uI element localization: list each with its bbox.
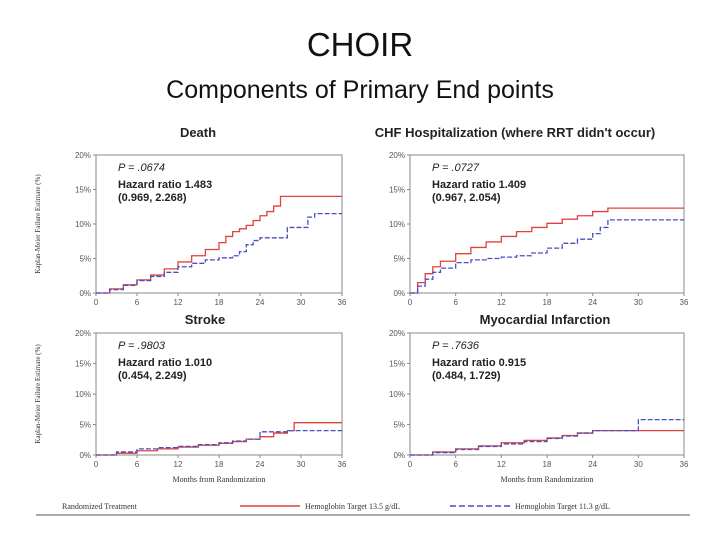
series-line-hb-13-5: [96, 195, 342, 294]
x-tick-label: 0: [408, 460, 413, 469]
y-tick-label: 5%: [79, 421, 91, 430]
x-tick-label: 6: [453, 460, 458, 469]
y-tick-label: 20%: [389, 151, 405, 160]
x-axis-label: Months from Randomization: [173, 475, 266, 484]
series-line-hb-11-3: [410, 219, 684, 294]
x-tick-label: 0: [408, 298, 413, 307]
panel-title: Myocardial Infarction: [480, 312, 611, 327]
x-tick-label: 36: [338, 298, 347, 307]
series-line-hb-11-3: [96, 213, 342, 294]
x-tick-label: 12: [174, 460, 183, 469]
hazard-ratio: Hazard ratio 0.915: [432, 357, 526, 369]
y-tick-label: 20%: [75, 151, 91, 160]
y-tick-label: 5%: [393, 421, 405, 430]
x-tick-label: 18: [543, 460, 552, 469]
x-tick-label: 6: [135, 298, 140, 307]
p-value: P = .0674: [118, 162, 165, 174]
confidence-interval: (0.484, 1.729): [432, 370, 501, 382]
y-tick-label: 10%: [75, 220, 91, 229]
x-tick-label: 30: [634, 298, 643, 307]
p-value: P = .9803: [118, 340, 166, 352]
y-tick-label: 15%: [75, 360, 91, 369]
x-tick-label: 30: [297, 460, 306, 469]
y-tick-label: 5%: [393, 255, 405, 264]
chart-panel-1: CHF Hospitalization (where RRT didn't oc…: [375, 125, 689, 307]
series-line-hb-13-5: [96, 422, 342, 456]
y-tick-label: 0%: [79, 289, 91, 298]
x-tick-label: 36: [680, 460, 689, 469]
y-tick-label: 0%: [79, 451, 91, 460]
slide-title: CHOIR: [306, 26, 414, 63]
p-value: P = .0727: [432, 162, 480, 174]
legend-label-13-5: Hemoglobin Target 13.5 g/dL: [305, 502, 400, 511]
x-tick-label: 30: [634, 460, 643, 469]
series-line-hb-13-5: [410, 207, 684, 294]
confidence-interval: (0.454, 2.249): [118, 370, 187, 382]
y-tick-label: 10%: [389, 390, 405, 399]
x-tick-label: 12: [174, 298, 183, 307]
y-tick-label: 10%: [389, 220, 405, 229]
x-tick-label: 12: [497, 460, 506, 469]
x-tick-label: 18: [215, 460, 224, 469]
x-tick-label: 36: [338, 460, 347, 469]
x-tick-label: 6: [135, 460, 140, 469]
y-tick-label: 15%: [75, 186, 91, 195]
y-tick-label: 15%: [389, 360, 405, 369]
confidence-interval: (0.969, 2.268): [118, 192, 187, 204]
series-line-hb-13-5: [410, 429, 684, 456]
confidence-interval: (0.967, 2.054): [432, 192, 501, 204]
x-tick-label: 24: [588, 298, 597, 307]
hazard-ratio: Hazard ratio 1.010: [118, 357, 212, 369]
y-tick-label: 20%: [75, 329, 91, 338]
legend-label-11-3: Hemoglobin Target 11.3 g/dL: [515, 502, 610, 511]
x-tick-label: 12: [497, 298, 506, 307]
y-tick-label: 20%: [389, 329, 405, 338]
y-tick-label: 15%: [389, 186, 405, 195]
x-axis-label: Months from Randomization: [501, 475, 594, 484]
y-tick-label: 0%: [393, 451, 405, 460]
hazard-ratio: Hazard ratio 1.483: [118, 179, 212, 191]
y-tick-label: 10%: [75, 390, 91, 399]
x-tick-label: 0: [94, 460, 99, 469]
x-tick-label: 18: [215, 298, 224, 307]
y-tick-label: 0%: [393, 289, 405, 298]
series-line-hb-11-3: [96, 429, 342, 456]
x-tick-label: 24: [256, 298, 265, 307]
legend-heading: Randomized Treatment: [62, 502, 138, 511]
y-axis-label: Kaplan-Meier Failure Estimate (%): [34, 344, 42, 444]
x-tick-label: 30: [297, 298, 306, 307]
legend: Randomized Treatment Hemoglobin Target 1…: [62, 502, 610, 511]
p-value: P = .7636: [432, 340, 480, 352]
x-tick-label: 24: [256, 460, 265, 469]
y-axis-label: Kaplan-Meier Failure Estimate (%): [34, 174, 42, 274]
panel-title: Stroke: [185, 312, 225, 327]
chart-panel-2: Stroke 0% 5% 10% 15% 20% 0 6 12 18 24 30 36 Kaplan-Me…: [34, 312, 347, 484]
x-tick-label: 0: [94, 298, 99, 307]
panel-title: Death: [180, 125, 216, 140]
x-tick-label: 18: [543, 298, 552, 307]
series-line-hb-11-3: [410, 418, 684, 456]
panel-title: CHF Hospitalization (where RRT didn't oc…: [375, 125, 655, 140]
slide-subtitle: Components of Primary End points: [166, 76, 554, 104]
x-tick-label: 6: [453, 298, 458, 307]
y-tick-label: 5%: [79, 255, 91, 264]
chart-panel-0: Death 0% 5% 10% 15% 20% 0 6 12 18 24 30 36 Kaplan-Mei…: [34, 125, 347, 307]
x-tick-label: 24: [588, 460, 597, 469]
x-tick-label: 36: [680, 298, 689, 307]
chart-panel-3: Myocardial Infarction 0% 5% 10% 15% 20% 0 6 12 18…: [389, 312, 689, 484]
hazard-ratio: Hazard ratio 1.409: [432, 179, 526, 191]
panel-frame: [95, 154, 343, 294]
